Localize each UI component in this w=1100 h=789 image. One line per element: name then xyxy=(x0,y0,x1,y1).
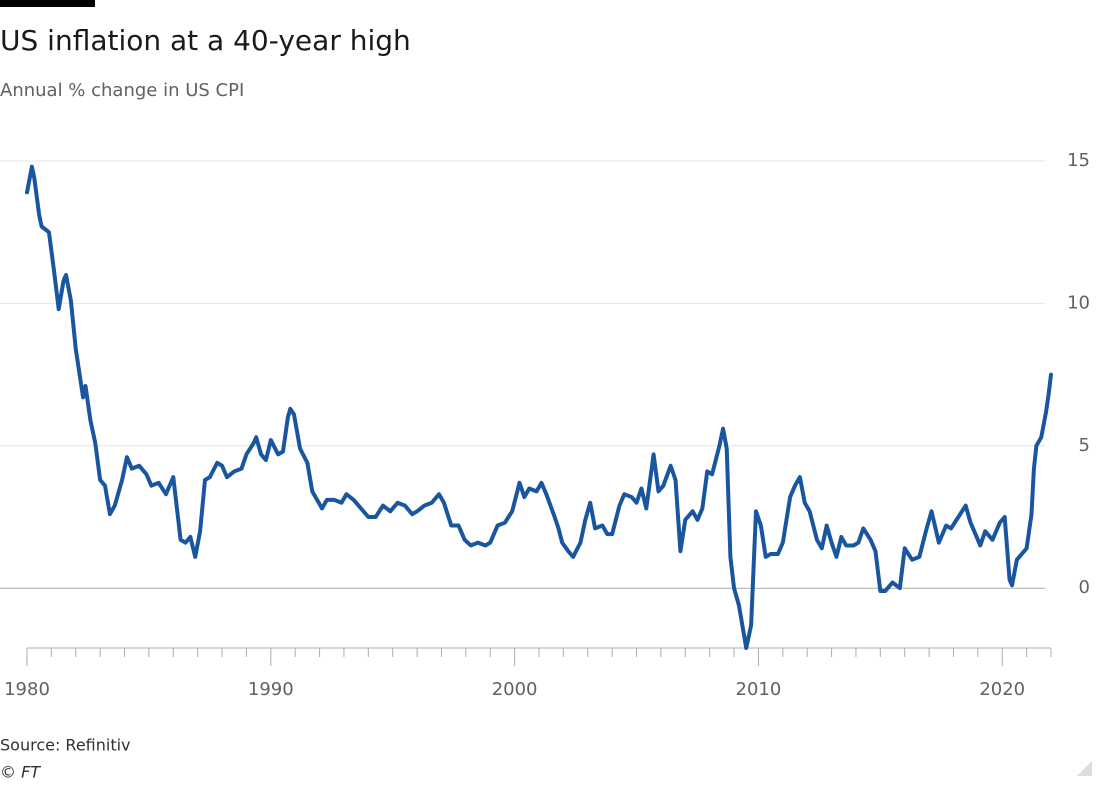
x-tick-label: 2010 xyxy=(736,679,782,700)
chart-title: US inflation at a 40-year high xyxy=(0,24,411,57)
chart-subtitle: Annual % change in US CPI xyxy=(0,80,244,101)
y-tick-label: 0 xyxy=(1079,577,1090,598)
brand-bar xyxy=(0,0,95,7)
y-tick-label: 10 xyxy=(1067,292,1090,313)
x-tick-label: 2020 xyxy=(979,679,1025,700)
source: Source: Refinitiv xyxy=(0,736,131,755)
x-tick-label: 2000 xyxy=(492,679,538,700)
data-line xyxy=(25,164,1053,650)
plot-area: 0 5 10 15 1980 1990 2000 2010 2020 xyxy=(0,150,1090,700)
credit: © FT xyxy=(0,763,41,782)
corner-mark xyxy=(1077,761,1092,776)
y-tick-label: 5 xyxy=(1079,435,1090,456)
y-tick-label: 15 xyxy=(1067,150,1090,171)
x-tick-label: 1990 xyxy=(248,679,294,700)
x-tick-label: 1980 xyxy=(4,679,50,700)
